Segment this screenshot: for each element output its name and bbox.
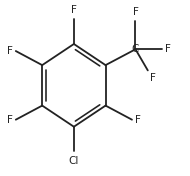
Text: F: F	[133, 7, 139, 17]
Text: C: C	[132, 44, 139, 54]
Text: F: F	[7, 46, 13, 56]
Text: F: F	[71, 5, 77, 15]
Text: Cl: Cl	[69, 156, 79, 166]
Text: F: F	[135, 115, 140, 125]
Text: F: F	[165, 44, 170, 54]
Text: F: F	[7, 115, 13, 125]
Text: F: F	[150, 73, 156, 83]
